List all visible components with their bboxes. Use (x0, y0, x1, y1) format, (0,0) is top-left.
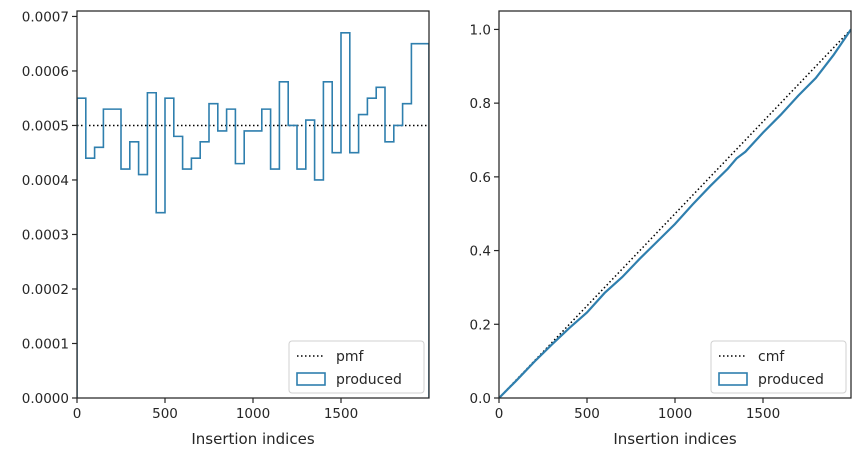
plot-area (77, 32, 429, 398)
x-tick-label: 0 (495, 406, 504, 422)
x-axis-label: Insertion indices (613, 430, 736, 448)
x-tick-label: 1000 (658, 406, 692, 422)
y-tick-label: 0.0000 (22, 391, 69, 407)
x-tick-label: 1500 (746, 406, 780, 422)
y-tick-label: 0.0004 (22, 173, 69, 189)
x-tick-label: 1000 (236, 406, 270, 422)
y-tick-label: 0.8 (470, 96, 491, 112)
y-tick-label: 0.0006 (22, 64, 69, 80)
y-tick-label: 0.2 (470, 317, 491, 333)
legend-label-produced: produced (336, 372, 402, 388)
y-tick-label: 0.0005 (22, 118, 69, 134)
series-produced-line (499, 28, 851, 398)
legend-label-cmf: cmf (758, 349, 785, 365)
legend-swatch-produced (296, 372, 326, 386)
y-tick-label: 0.0 (470, 391, 491, 407)
legend-label-produced: produced (758, 372, 824, 388)
y-tick-label: 0.0002 (22, 282, 69, 298)
legend-box (288, 340, 425, 394)
x-tick-label: 500 (574, 406, 600, 422)
x-axis-label: Insertion indices (191, 430, 314, 448)
pmf-histogram-panel: 0 500 1000 1500 0.0000 0.0001 0.0002 0.0003 0.00… (22, 9, 430, 448)
y-tick-label: 0.4 (470, 244, 491, 260)
legend-label-pmf: pmf (336, 349, 365, 365)
axes-frame (498, 10, 852, 399)
x-tick-label: 1500 (324, 406, 358, 422)
legend-box (710, 340, 847, 394)
y-tick-label: 0.0007 (22, 9, 69, 25)
y-tick-label: 1.0 (470, 22, 491, 38)
y-tick-label: 0.0003 (22, 227, 69, 243)
plot-area (499, 28, 851, 398)
legend-swatch-produced (718, 372, 748, 386)
x-tick-label: 500 (152, 406, 178, 422)
cmf-line-panel: 0 500 1000 1500 0.0 0.2 0.4 0.6 0.8 1.0 Insertion … (470, 10, 852, 448)
x-tick-label: 0 (73, 406, 82, 422)
reference-line-cmf (499, 28, 851, 398)
series-produced-step (77, 32, 429, 398)
axes-frame (76, 10, 430, 399)
y-tick-label: 0.6 (470, 170, 491, 186)
y-tick-label: 0.0001 (22, 336, 69, 352)
